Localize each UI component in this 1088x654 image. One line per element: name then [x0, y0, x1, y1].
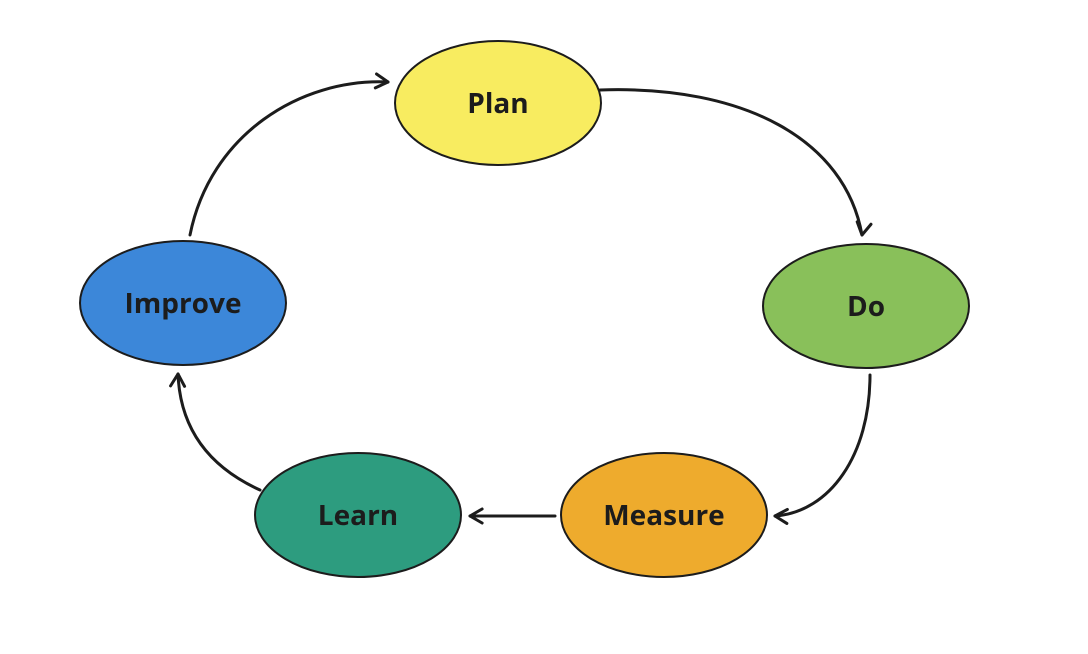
node-do: Do [763, 244, 969, 368]
node-do-label: Do [847, 287, 885, 325]
node-learn-label: Learn [318, 496, 398, 534]
node-plan-label: Plan [467, 84, 528, 122]
node-improve-label: Improve [124, 284, 241, 322]
node-improve: Improve [80, 241, 286, 365]
node-plan: Plan [395, 41, 601, 165]
node-measure-label: Measure [603, 496, 724, 534]
node-measure: Measure [561, 453, 767, 577]
cycle-diagram: Plan Do Measure Learn Improve [0, 0, 1088, 654]
node-learn: Learn [255, 453, 461, 577]
